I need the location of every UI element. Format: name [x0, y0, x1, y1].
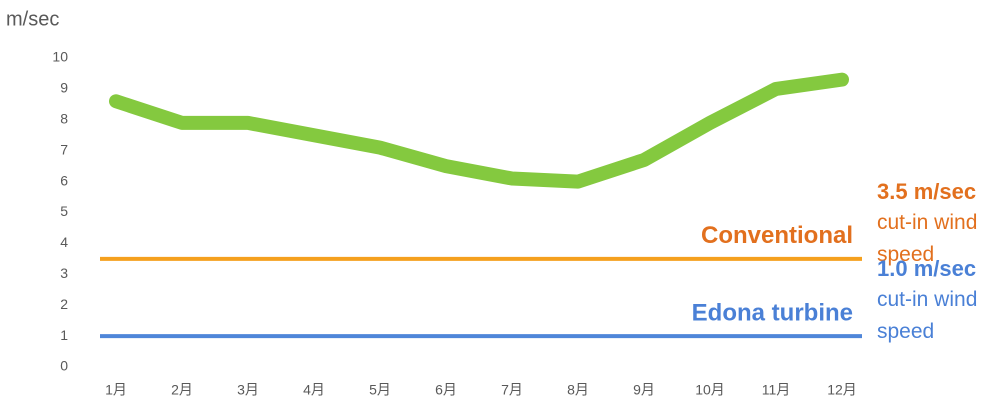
x-tick-label: 2月 [171, 382, 193, 398]
x-tick-label: 10月 [695, 382, 725, 398]
y-tick-label: 3 [60, 265, 68, 281]
x-tick-label: 8月 [567, 382, 589, 398]
y-tick-label: 2 [60, 296, 68, 312]
threshold-value: 1.0 m/sec [877, 256, 977, 282]
threshold-value: 3.5 m/sec [877, 178, 977, 204]
x-tick-label: 4月 [303, 382, 325, 398]
x-tick-label: 12月 [827, 382, 857, 398]
threshold-note: cut-in wind speed [877, 288, 978, 344]
y-tick-label: 4 [60, 234, 68, 250]
data-line [109, 72, 849, 189]
x-tick-label: 6月 [435, 382, 457, 398]
x-tick-label: 1月 [105, 382, 127, 398]
y-tick-label: 1 [60, 327, 68, 343]
y-tick-label: 10 [52, 49, 68, 65]
threshold-name: Conventional [701, 222, 853, 249]
x-tick-label: 3月 [237, 382, 259, 398]
x-tick-label: 7月 [501, 382, 523, 398]
x-tick-label: 11月 [762, 382, 791, 398]
threshold-name: Edona turbine [692, 299, 853, 326]
threshold-info: 1.0 m/sec cut-in wind speed [877, 254, 1008, 348]
y-tick-label: 5 [60, 203, 68, 219]
y-tick-label: 7 [60, 141, 68, 157]
y-tick-label: 0 [60, 358, 68, 374]
threshold-note: cut-in wind speed [877, 210, 978, 266]
y-axis-label: m/sec [6, 8, 59, 30]
y-tick-label: 6 [60, 172, 68, 188]
x-tick-label: 9月 [633, 382, 655, 398]
x-tick-label: 5月 [369, 382, 391, 398]
y-tick-label: 9 [60, 80, 68, 96]
threshold-info: 3.5 m/sec cut-in wind speed [877, 177, 1008, 271]
y-tick-label: 8 [60, 111, 68, 127]
